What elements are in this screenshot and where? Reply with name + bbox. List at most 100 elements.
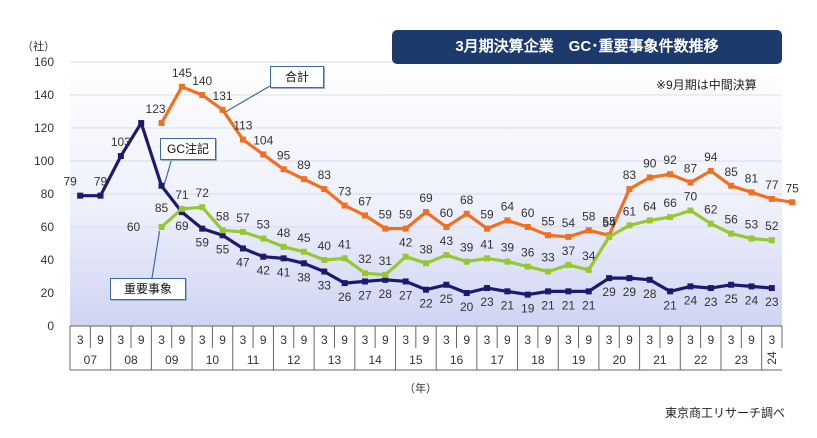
data-point-total: [321, 186, 328, 193]
data-point-gc: [77, 192, 84, 199]
data-point-gc: [117, 153, 124, 160]
x-period-label: 3: [687, 333, 694, 347]
y-tick-label: 20: [41, 286, 55, 300]
x-year-label: 14: [368, 353, 382, 367]
data-point-jiko: [565, 261, 572, 268]
x-year-label: 22: [694, 353, 708, 367]
data-label-jiko: 70: [684, 190, 698, 204]
data-point-gc: [199, 225, 206, 232]
x-period-label: 3: [280, 333, 287, 347]
data-label-jiko: 41: [480, 237, 494, 251]
data-label-gc: 79: [63, 175, 77, 189]
data-point-gc: [463, 290, 470, 296]
data-point-total: [423, 209, 429, 216]
data-point-gc: [484, 285, 491, 292]
data-point-gc: [341, 280, 348, 287]
data-point-jiko: [219, 227, 226, 234]
data-point-gc: [402, 278, 409, 285]
data-label-gc: 24: [684, 293, 698, 307]
data-point-total: [219, 106, 226, 113]
x-period-label: 9: [504, 333, 511, 347]
y-tick-label: 140: [34, 88, 54, 102]
data-label-total: 87: [684, 161, 698, 175]
y-tick-label: 120: [34, 121, 54, 135]
y-tick-label: 160: [34, 55, 54, 69]
data-point-gc: [524, 291, 531, 298]
x-year-label: 20: [613, 353, 627, 367]
x-year-label: 07: [84, 353, 98, 367]
leader-jiko: [151, 230, 161, 279]
data-label-gc: 29: [602, 285, 616, 299]
data-label-jiko: 40: [318, 239, 332, 253]
x-year-label: 24: [765, 351, 779, 365]
x-year-label: 21: [653, 353, 667, 367]
data-point-total: [728, 182, 735, 189]
data-point-jiko: [260, 235, 267, 242]
data-point-gc: [423, 286, 429, 293]
data-label-gc: 29: [623, 285, 637, 299]
data-point-gc: [768, 285, 775, 292]
data-point-gc: [667, 288, 674, 295]
data-point-gc: [280, 255, 287, 262]
data-point-jiko: [728, 230, 735, 237]
data-point-gc: [748, 283, 755, 290]
data-label-jiko: 52: [765, 219, 779, 233]
data-label-gc: 23: [704, 295, 718, 309]
data-point-total: [239, 136, 246, 143]
data-label-jiko: 31: [379, 254, 393, 268]
y-tick-label: 60: [41, 220, 55, 234]
data-label-total: 58: [582, 209, 596, 223]
data-label-gc: 55: [216, 242, 230, 256]
data-label-gc: 23: [765, 295, 779, 309]
data-point-total: [484, 225, 491, 232]
data-point-jiko: [545, 268, 552, 275]
data-point-total: [199, 92, 206, 98]
data-label-total: 85: [724, 165, 738, 179]
data-label-jiko: 54: [602, 216, 616, 230]
data-label-jiko: 53: [257, 218, 271, 232]
leader-gc: [163, 157, 173, 184]
data-label-total: 60: [440, 206, 454, 220]
data-point-gc: [728, 281, 735, 288]
data-point-jiko: [606, 233, 613, 240]
data-label-gc: 28: [379, 287, 393, 301]
data-label-gc: 27: [399, 288, 413, 302]
x-period-label: 3: [728, 333, 735, 347]
x-year-label: 13: [328, 353, 342, 367]
x-axis-unit: （年）: [404, 383, 437, 395]
data-point-gc: [219, 232, 226, 239]
data-label-jiko: 62: [704, 203, 718, 217]
data-label-gc: 28: [643, 287, 657, 301]
data-label-jiko: 56: [724, 213, 738, 227]
y-axis-unit: （社）: [22, 41, 55, 53]
data-label-total: 92: [663, 153, 677, 167]
data-point-total: [667, 171, 674, 178]
data-point-total: [382, 225, 389, 232]
data-point-gc: [585, 288, 592, 295]
data-label-gc: 41: [277, 265, 291, 279]
data-label-gc: 25: [724, 292, 738, 306]
x-period-label: 9: [423, 333, 430, 347]
data-label-jiko: 37: [562, 244, 576, 258]
data-label-gc: 27: [358, 288, 372, 302]
x-period-label: 9: [138, 333, 145, 347]
data-point-jiko: [768, 237, 775, 244]
data-point-gc: [707, 285, 714, 292]
data-point-total: [768, 195, 775, 202]
data-point-gc: [687, 283, 694, 290]
x-period-label: 3: [118, 333, 125, 347]
leader-total: [225, 85, 271, 113]
data-point-total: [402, 225, 409, 232]
data-label-gc: 24: [745, 293, 759, 307]
x-period-label: 3: [362, 333, 369, 347]
data-point-total: [504, 217, 511, 224]
data-point-total: [463, 210, 470, 217]
data-point-gc: [158, 182, 165, 189]
x-year-label: 18: [531, 353, 545, 367]
y-tick-label: 0: [47, 319, 54, 333]
data-label-jiko: 39: [460, 241, 474, 255]
data-label-total: 60: [521, 206, 535, 220]
data-label-total: 67: [358, 194, 372, 208]
data-point-gc: [138, 120, 145, 127]
